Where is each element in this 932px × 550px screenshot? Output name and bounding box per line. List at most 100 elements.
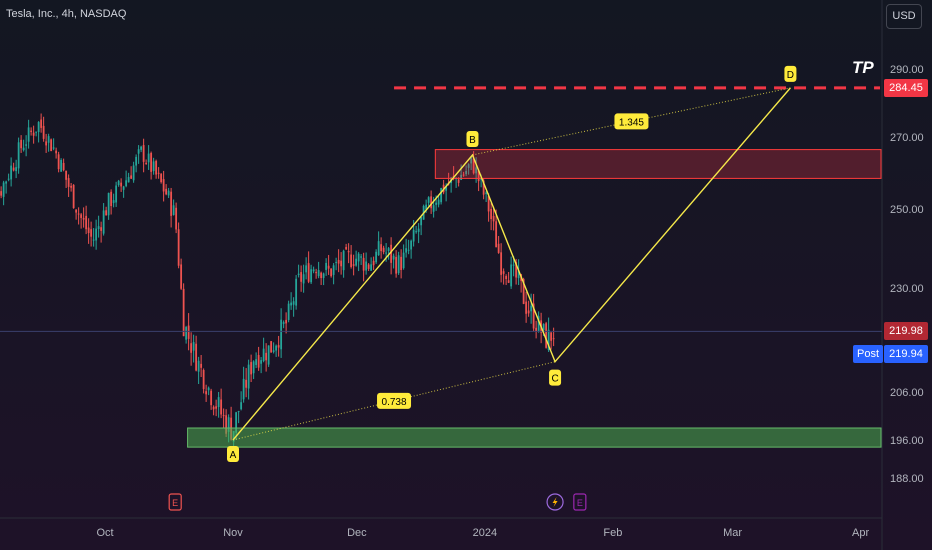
candle-body	[135, 156, 138, 166]
candle-body	[500, 252, 503, 275]
earnings-event-letter: E	[172, 498, 178, 508]
candle-body	[465, 171, 468, 175]
candle-body	[305, 265, 308, 273]
candle-body	[247, 364, 250, 389]
candle-body	[12, 167, 15, 171]
candle-body	[535, 327, 538, 332]
candle-body	[490, 208, 493, 220]
earnings-event-icon	[573, 493, 587, 511]
candle-body	[242, 378, 245, 400]
candle-body	[410, 240, 413, 250]
candle-body	[142, 145, 145, 162]
candle-body	[307, 263, 310, 282]
candle-body	[110, 191, 113, 207]
candle-body	[467, 164, 470, 168]
candle-body	[215, 406, 218, 409]
candle-body	[47, 136, 50, 143]
candle-body	[87, 227, 90, 234]
candle-body	[15, 167, 18, 172]
candle-body	[432, 205, 435, 212]
candle-body	[435, 202, 438, 205]
candle-body	[285, 319, 288, 324]
ratio-label-box	[614, 113, 649, 130]
candle-body	[155, 160, 158, 175]
candle-body	[92, 239, 95, 241]
candle-body	[280, 319, 283, 350]
candle-body	[315, 272, 318, 274]
candle-body	[237, 411, 240, 413]
candle-body	[292, 301, 295, 305]
candle-body	[50, 139, 53, 152]
candle-body	[40, 119, 43, 128]
candle-body	[382, 247, 385, 253]
candle-body	[22, 147, 25, 151]
candle-body	[375, 251, 378, 263]
pattern-point-label: A	[230, 450, 237, 461]
candle-body	[170, 191, 173, 216]
candle-body	[112, 200, 115, 204]
candle-body	[52, 147, 55, 149]
take-profit-label: TP	[852, 58, 874, 77]
candle-body	[405, 248, 408, 253]
candle-body	[145, 162, 148, 164]
ratio-label: 1.345	[619, 117, 644, 128]
candle-body	[415, 231, 418, 233]
candle-body	[210, 390, 213, 406]
candle-body	[60, 159, 63, 172]
candle-body	[360, 256, 363, 258]
candle-body	[370, 264, 373, 271]
candle-body	[530, 305, 533, 312]
candle-body	[290, 302, 293, 306]
candle-body	[177, 229, 180, 266]
candle-body	[547, 329, 550, 351]
candle-body	[472, 158, 475, 174]
candle-body	[302, 274, 305, 284]
earnings-event-icon	[168, 493, 182, 511]
candle-body	[317, 270, 320, 277]
candle-body	[185, 327, 188, 340]
candle-body	[345, 247, 348, 250]
candle-body	[77, 213, 80, 215]
candle-body	[332, 265, 335, 275]
candle-body	[347, 251, 350, 253]
candle-body	[310, 269, 313, 283]
candle-body	[7, 178, 10, 180]
candle-body	[10, 165, 13, 180]
candle-body	[337, 259, 340, 264]
currency-selector[interactable]: USD	[886, 4, 922, 29]
candle-body	[45, 141, 48, 146]
candle-body	[100, 227, 103, 231]
candles	[0, 113, 555, 449]
candle-body	[27, 127, 30, 142]
candle-body	[152, 161, 155, 172]
candle-body	[387, 248, 390, 252]
pattern-point-box	[784, 65, 797, 82]
candle-body	[485, 192, 488, 194]
candle-body	[275, 345, 278, 351]
candle-body	[117, 180, 120, 186]
candle-body	[2, 182, 5, 197]
candle-body	[180, 264, 183, 289]
candle-body	[522, 279, 525, 304]
price-tick-label: 230.00	[890, 283, 924, 295]
pattern-point-label: B	[469, 135, 476, 146]
time-tick-label: Nov	[223, 527, 243, 539]
candle-body	[82, 217, 85, 220]
candle-body	[525, 301, 528, 314]
candle-body	[395, 257, 398, 274]
candle-body	[42, 125, 45, 139]
candle-body	[150, 152, 153, 172]
candle-body	[157, 172, 160, 174]
price-tick-label: 250.00	[890, 204, 924, 216]
candle-body	[0, 191, 3, 196]
candle-body	[512, 264, 515, 266]
price-tick-label: 290.00	[890, 64, 924, 76]
candle-body	[420, 217, 423, 226]
candle-body	[400, 256, 403, 270]
candle-body	[477, 170, 480, 182]
price-tick-label: 188.00	[890, 473, 924, 485]
candle-body	[297, 273, 300, 275]
